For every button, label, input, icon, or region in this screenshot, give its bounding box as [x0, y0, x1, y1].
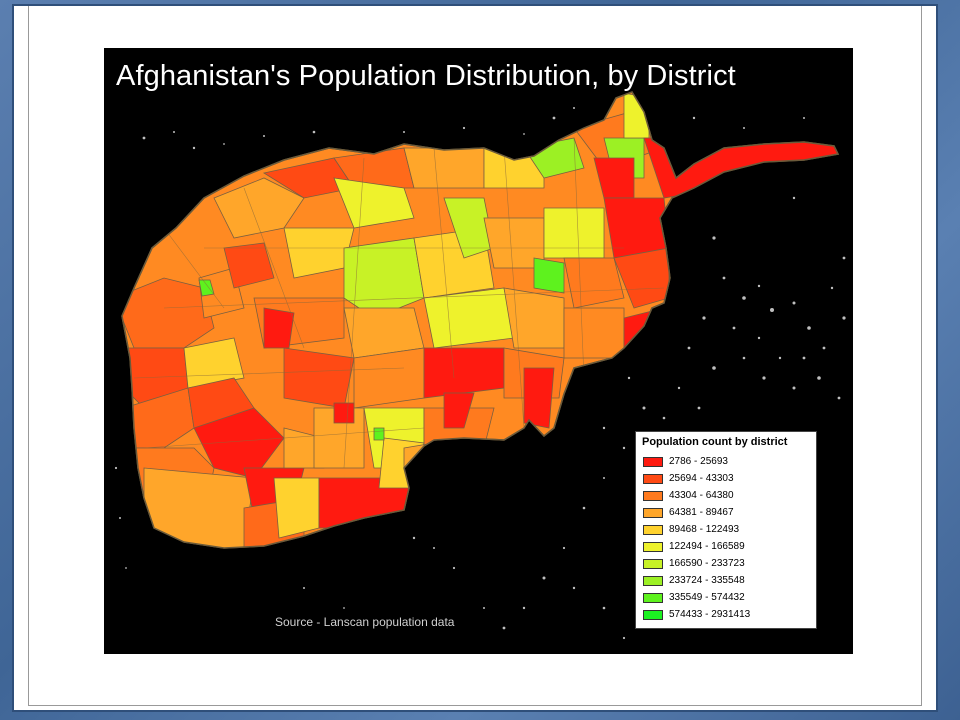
legend-swatch [643, 609, 663, 620]
district-region [198, 279, 215, 297]
legend-label: 89468 - 122493 [669, 524, 740, 535]
district-region [563, 307, 625, 359]
legend-item: 335549 - 574432 [643, 589, 750, 606]
slide-inner-border [28, 6, 922, 706]
district-region [333, 177, 415, 229]
legend-title: Population count by district [642, 436, 788, 448]
district-region [263, 307, 295, 349]
district-region [333, 402, 355, 424]
legend-swatch [643, 524, 663, 535]
source-note: Source - Lanscan population data [275, 615, 455, 629]
map-panel: Afghanistan's Population Distribution, b… [104, 48, 853, 654]
legend-item: 233724 - 335548 [643, 572, 750, 589]
choropleth-map [104, 48, 853, 654]
legend-swatch [643, 558, 663, 569]
district-region [223, 242, 275, 289]
map-title: Afghanistan's Population Distribution, b… [116, 60, 736, 92]
district-region [443, 392, 475, 429]
legend-item: 25694 - 43303 [643, 470, 750, 487]
legend-label: 2786 - 25693 [669, 456, 728, 467]
legend-swatch [643, 592, 663, 603]
legend-item: 2786 - 25693 [643, 453, 750, 470]
district-region [533, 257, 565, 294]
legend-item: 43304 - 64380 [643, 487, 750, 504]
legend-item: 166590 - 233723 [643, 555, 750, 572]
legend-label: 25694 - 43303 [669, 473, 734, 484]
legend-swatch [643, 507, 663, 518]
legend-item: 89468 - 122493 [643, 521, 750, 538]
legend-label: 43304 - 64380 [669, 490, 734, 501]
district-region [523, 367, 555, 429]
district-region [603, 197, 670, 259]
district-region [193, 407, 285, 479]
legend-label: 122494 - 166589 [669, 541, 745, 552]
legend-item: 122494 - 166589 [643, 538, 750, 555]
district-region [543, 207, 605, 259]
legend-item: 574433 - 2931413 [643, 606, 750, 623]
legend-label: 574433 - 2931413 [669, 609, 751, 620]
legend-label: 166590 - 233723 [669, 558, 745, 569]
district-region [503, 287, 565, 349]
district-region [373, 427, 385, 441]
district-borders [133, 137, 665, 469]
legend-swatch [643, 541, 663, 552]
legend-label: 233724 - 335548 [669, 575, 745, 586]
district-region [273, 477, 320, 539]
map-legend: Population count by district 2786 - 2569… [635, 431, 817, 629]
district-region [353, 347, 425, 409]
legend-swatch [643, 490, 663, 501]
district-region [283, 347, 355, 409]
legend-list: 2786 - 25693 25694 - 43303 43304 - 64380… [643, 453, 750, 623]
legend-swatch [643, 575, 663, 586]
night-lights [114, 107, 846, 640]
legend-item: 64381 - 89467 [643, 504, 750, 521]
legend-label: 335549 - 574432 [669, 592, 745, 603]
district-region [403, 147, 485, 189]
district-region [213, 177, 305, 239]
legend-label: 64381 - 89467 [669, 507, 734, 518]
legend-swatch [643, 456, 663, 467]
legend-swatch [643, 473, 663, 484]
district-region [563, 257, 625, 309]
